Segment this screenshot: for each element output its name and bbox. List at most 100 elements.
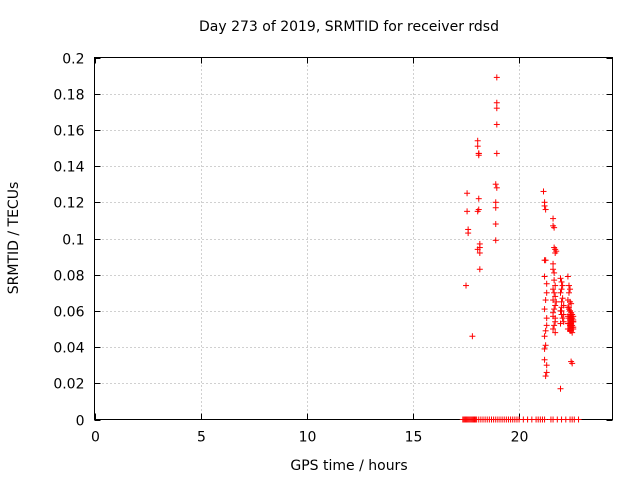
data-point bbox=[476, 266, 483, 273]
data-point bbox=[492, 181, 499, 188]
data-point bbox=[541, 273, 548, 280]
data-point bbox=[567, 286, 574, 293]
data-point bbox=[575, 416, 582, 423]
data-point bbox=[551, 306, 558, 313]
data-point bbox=[493, 74, 500, 81]
x-tick-label: 0 bbox=[91, 430, 100, 446]
x-tick-label: 20 bbox=[511, 430, 529, 446]
grid-lines bbox=[94, 57, 613, 420]
data-point bbox=[543, 322, 550, 329]
chart-title: Day 273 of 2019, SRMTID for receiver rds… bbox=[199, 19, 499, 35]
data-point bbox=[474, 246, 481, 253]
x-tick-label: 5 bbox=[197, 430, 206, 446]
data-point bbox=[464, 208, 471, 215]
data-point bbox=[541, 333, 548, 340]
data-point bbox=[550, 215, 557, 222]
data-point bbox=[559, 315, 566, 322]
data-point bbox=[557, 385, 564, 392]
y-tick-label: 0.12 bbox=[53, 196, 84, 212]
data-point bbox=[541, 202, 548, 209]
data-point bbox=[552, 293, 559, 300]
data-point bbox=[558, 304, 565, 311]
data-point bbox=[558, 278, 565, 285]
data-point bbox=[542, 373, 549, 380]
data-point bbox=[550, 297, 557, 304]
data-point bbox=[475, 150, 482, 157]
data-point bbox=[540, 188, 547, 195]
data-points bbox=[459, 74, 582, 423]
data-point bbox=[492, 221, 499, 228]
data-point bbox=[550, 260, 557, 267]
y-tick-label: 0.02 bbox=[53, 377, 84, 393]
data-point bbox=[476, 249, 483, 256]
data-point bbox=[560, 318, 567, 325]
data-point bbox=[463, 282, 470, 289]
data-point bbox=[464, 190, 471, 197]
data-point bbox=[564, 273, 571, 280]
data-point bbox=[553, 298, 560, 305]
data-point bbox=[542, 297, 549, 304]
data-point bbox=[553, 248, 560, 255]
data-point bbox=[475, 195, 482, 202]
data-point bbox=[550, 266, 557, 273]
data-point bbox=[559, 282, 566, 289]
data-point bbox=[569, 360, 576, 367]
data-point bbox=[565, 304, 572, 311]
data-point bbox=[492, 237, 499, 244]
y-tick-label: 0.06 bbox=[53, 305, 84, 321]
data-point bbox=[551, 289, 558, 296]
data-point bbox=[550, 286, 557, 293]
x-tick-label: 15 bbox=[405, 430, 423, 446]
data-point bbox=[469, 333, 476, 340]
data-point bbox=[492, 204, 499, 211]
data-point bbox=[543, 369, 550, 376]
x-tick-label: 10 bbox=[299, 430, 317, 446]
data-point bbox=[493, 150, 500, 157]
data-point bbox=[542, 206, 549, 213]
y-tick-label: 0.14 bbox=[53, 160, 84, 176]
data-point bbox=[565, 282, 572, 289]
x-tick-labels: 0 5 10 15 20 bbox=[91, 430, 528, 446]
data-point bbox=[557, 320, 564, 327]
data-point bbox=[551, 322, 558, 329]
data-point bbox=[570, 316, 577, 323]
data-point bbox=[551, 269, 558, 276]
data-point bbox=[552, 302, 559, 309]
data-point bbox=[557, 275, 564, 282]
data-point bbox=[493, 99, 500, 106]
data-point bbox=[493, 121, 500, 128]
data-point bbox=[552, 329, 559, 336]
data-point bbox=[557, 289, 564, 296]
x-axis-title: GPS time / hours bbox=[290, 458, 407, 474]
y-tick-label: 0.16 bbox=[53, 124, 84, 140]
y-axis-title: SRMTID / TECUs bbox=[6, 182, 22, 295]
data-point bbox=[474, 143, 481, 150]
y-tick-label: 0.04 bbox=[53, 341, 84, 357]
y-tick-label: 0.08 bbox=[53, 269, 84, 285]
data-point bbox=[492, 199, 499, 206]
data-point bbox=[541, 345, 548, 352]
plot-frame bbox=[94, 57, 613, 420]
data-point bbox=[542, 327, 549, 334]
y-tick-label: 0.18 bbox=[53, 88, 84, 104]
data-point bbox=[552, 318, 559, 325]
data-point bbox=[565, 289, 572, 296]
data-point bbox=[558, 286, 565, 293]
data-point bbox=[569, 329, 576, 336]
data-point bbox=[569, 322, 576, 329]
data-point bbox=[543, 315, 550, 322]
data-point bbox=[541, 416, 548, 423]
data-point bbox=[551, 277, 558, 284]
data-point bbox=[560, 311, 567, 318]
data-point bbox=[474, 137, 481, 144]
y-tick-label: 0.2 bbox=[62, 52, 84, 68]
data-point bbox=[474, 208, 481, 215]
data-point bbox=[541, 306, 548, 313]
data-point bbox=[542, 342, 549, 349]
data-point bbox=[543, 280, 550, 287]
y-tick-label: 0 bbox=[76, 414, 85, 430]
data-point bbox=[558, 298, 565, 305]
y-tick-labels: 0 0.02 0.04 0.06 0.08 0.1 0.12 0.14 0.16 0.18 0.2 bbox=[53, 52, 84, 430]
axis-ticks bbox=[94, 57, 613, 421]
